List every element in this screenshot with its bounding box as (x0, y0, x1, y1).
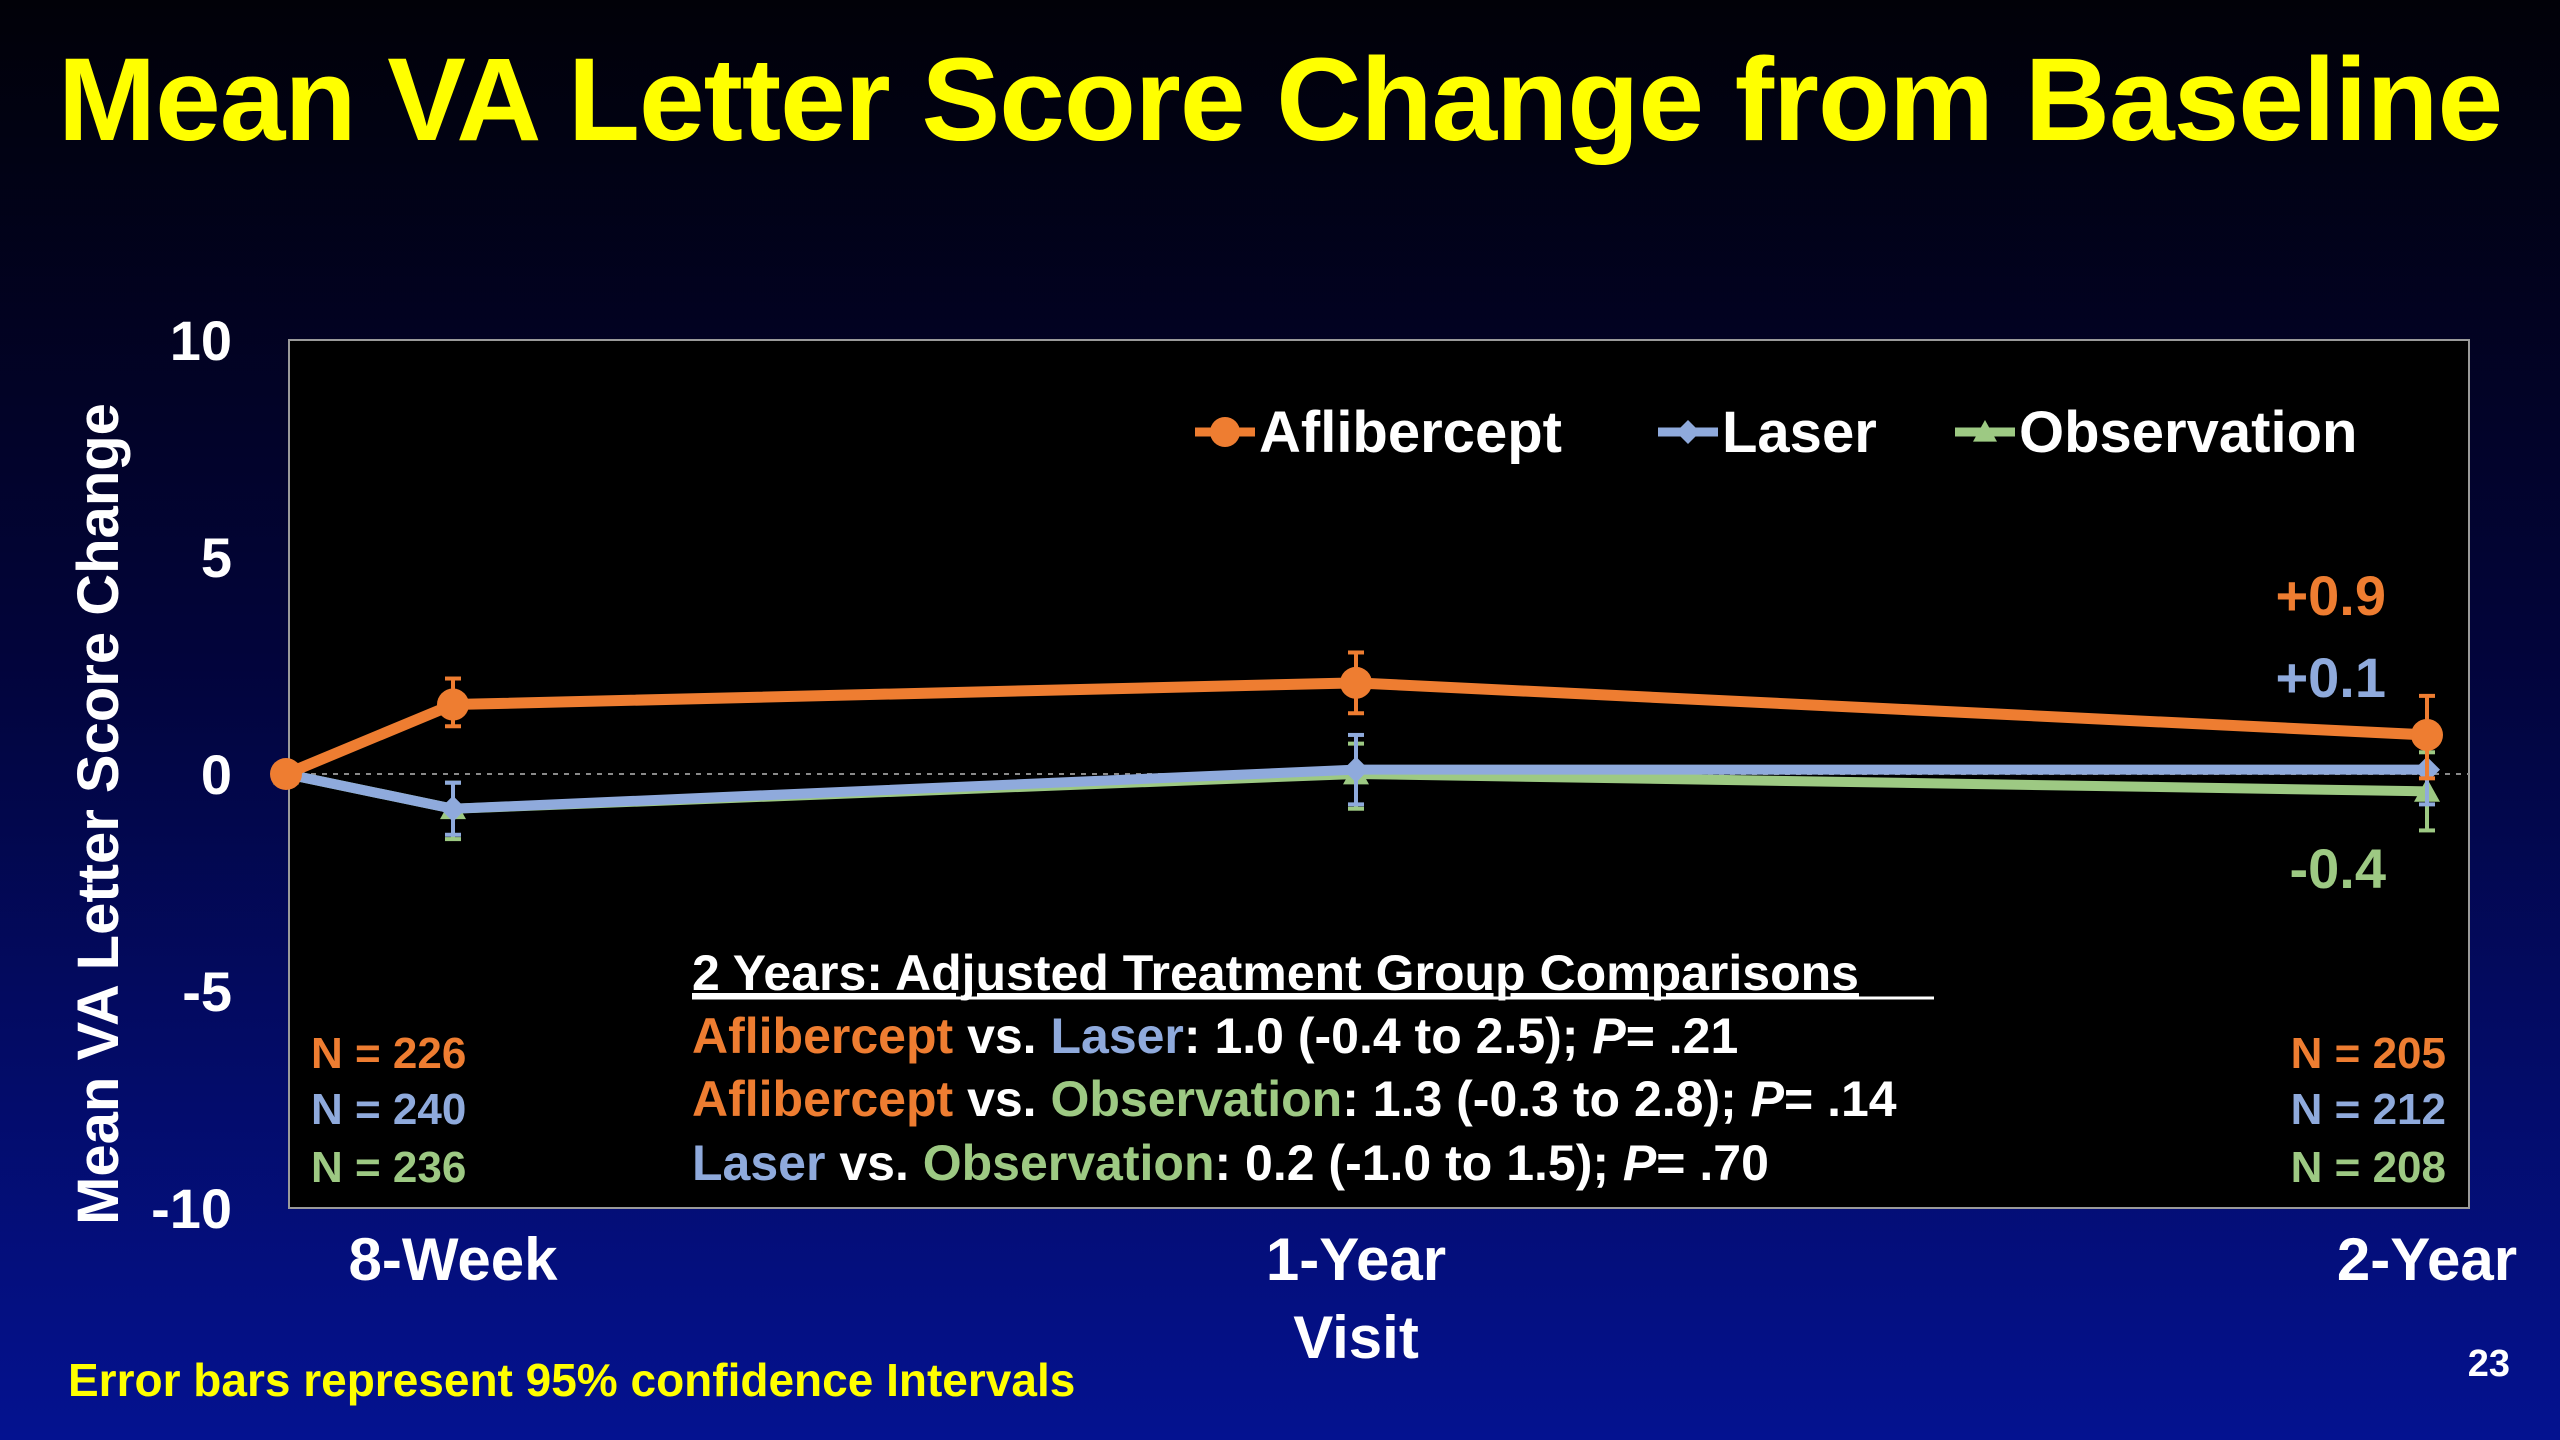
n-count-8week-laser: N = 240 (311, 1085, 466, 1134)
data-point-aflibercept (437, 688, 469, 721)
comparison-group-a: Laser (692, 1135, 825, 1191)
legend-label-aflibercept: Aflibercept (1259, 400, 1562, 465)
comparison-stat: : 1.0 (-0.4 to 2.5); (1184, 1008, 1592, 1064)
comparison-row: Aflibercept vs. Observation: 1.3 (-0.3 t… (692, 1071, 1897, 1127)
x-tick-label: 2-Year (2337, 1226, 2517, 1293)
comparison-p-label: P (1592, 1008, 1626, 1064)
y-tick-label: 0 (201, 743, 232, 806)
comparison-p-label: P (1751, 1071, 1785, 1127)
legend-item-laser: Laser (1658, 400, 1877, 465)
data-point-laser (440, 795, 466, 822)
comparison-p-value: = .70 (1656, 1135, 1769, 1191)
legend-label-observation: Observation (2019, 400, 2357, 465)
n-count-8week-observation: N = 236 (311, 1143, 466, 1192)
comparison-stat: : 0.2 (-1.0 to 1.5); (1214, 1135, 1622, 1191)
legend-marker-laser (1676, 420, 1700, 444)
data-point-laser (1343, 756, 1369, 783)
comparison-p-value: = .21 (1626, 1008, 1739, 1064)
comparison-row: Aflibercept vs. Laser: 1.0 (-0.4 to 2.5)… (692, 1008, 1738, 1064)
end-value-label-laser: +0.1 (2275, 646, 2386, 709)
series-line-laser (284, 764, 2427, 814)
data-point-aflibercept (270, 758, 302, 790)
n-count-2year-aflibercept: N = 205 (2291, 1029, 2446, 1078)
comparison-p-label: P (1623, 1135, 1657, 1191)
legend-item-observation: Observation (1955, 400, 2357, 465)
footnote: Error bars represent 95% confidence Inte… (68, 1354, 1076, 1406)
comparison-vs: vs. (953, 1008, 1050, 1064)
legend-label-laser: Laser (1722, 400, 1877, 465)
y-tick-label: -5 (182, 960, 232, 1023)
y-tick-label: 10 (170, 309, 232, 372)
y-axis-label: Mean VA Letter Score Change (66, 403, 131, 1225)
comparison-row: Laser vs. Observation: 0.2 (-1.0 to 1.5)… (692, 1135, 1769, 1191)
legend-marker-observation (1973, 420, 1997, 442)
page-number: 23 (2467, 1343, 2510, 1385)
y-tick-label: 5 (201, 526, 232, 589)
data-point-aflibercept (1340, 666, 1372, 699)
x-axis-label: Visit (1293, 1304, 1419, 1371)
comparison-group-b: Observation (1050, 1071, 1342, 1127)
series-aflibercept (270, 650, 2443, 790)
n-count-2year-laser: N = 212 (2291, 1085, 2446, 1134)
series-line-aflibercept (283, 677, 2428, 780)
slide-title: Mean VA Letter Score Change from Baselin… (57, 34, 2503, 166)
comparison-group-a: Aflibercept (692, 1008, 954, 1064)
end-value-label-observation: -0.4 (2290, 837, 2387, 900)
comparison-heading: 2 Years: Adjusted Treatment Group Compar… (692, 945, 1859, 1001)
comparison-group-b: Laser (1050, 1008, 1183, 1064)
data-point-aflibercept (2411, 718, 2443, 751)
y-tick-label: -10 (151, 1177, 232, 1240)
comparison-group-b: Observation (923, 1135, 1215, 1191)
comparison-stat: : 1.3 (-0.3 to 2.8); (1342, 1071, 1750, 1127)
x-tick-label: 1-Year (1266, 1226, 1446, 1293)
comparison-vs: vs. (825, 1135, 922, 1191)
legend-item-aflibercept: Aflibercept (1195, 400, 1562, 465)
n-count-8week-aflibercept: N = 226 (311, 1029, 466, 1078)
x-tick-label: 8-Week (348, 1226, 558, 1293)
legend-marker-aflibercept (1210, 417, 1240, 447)
end-value-label-aflibercept: +0.9 (2275, 564, 2386, 627)
comparison-group-a: Aflibercept (692, 1071, 954, 1127)
comparison-p-value: = .14 (1784, 1071, 1897, 1127)
comparison-vs: vs. (953, 1071, 1050, 1127)
n-count-2year-observation: N = 208 (2291, 1143, 2446, 1192)
